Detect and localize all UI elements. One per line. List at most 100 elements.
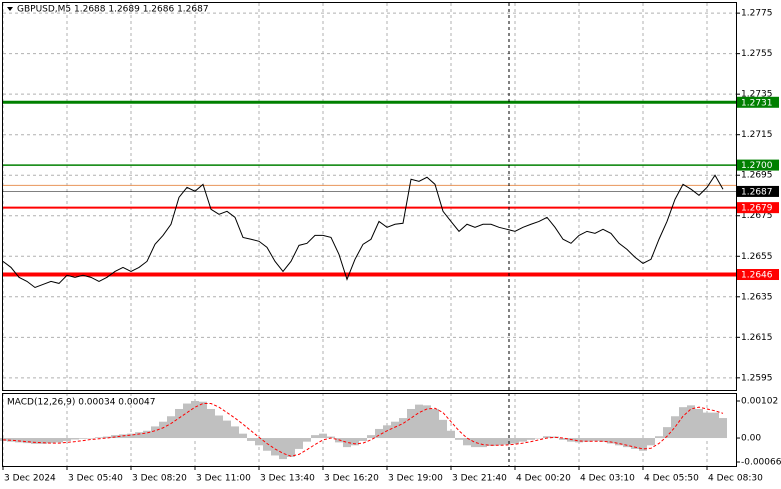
x-tick-label: 3 Dec 11:00 [196,474,251,484]
histogram-bar [559,438,567,440]
histogram-bar [263,438,271,451]
histogram-bar [471,438,479,448]
histogram-bar [687,405,695,439]
histogram-bar [455,438,463,440]
histogram-bar [215,415,223,439]
histogram-bar [591,438,599,441]
level-label-box [737,202,779,214]
histogram-bar [295,438,303,449]
histogram-bar [343,438,351,448]
histogram-bar [647,438,655,446]
histogram-bar [351,438,359,446]
price-frame [2,2,737,391]
y-tick-label: 1.2595 [741,373,773,383]
histogram-bar [191,400,199,439]
y-tick-label: 1.2715 [741,130,773,140]
plot-layer [0,3,737,466]
histogram-bar [103,436,111,439]
histogram-bar [423,405,431,439]
histogram-bar [167,416,175,439]
histogram-bar [127,433,135,439]
histogram-bar [383,425,391,439]
histogram-bar [463,438,471,446]
histogram-bar [199,401,207,439]
histogram-bar [311,435,319,439]
y-tick-label: 1.2675 [741,211,773,221]
y-tick-label: 1.2635 [741,292,773,302]
histogram-bar [631,438,639,449]
level-label: 1.2687 [741,187,773,197]
level-label: 1.2731 [741,98,773,108]
histogram-bar [95,437,103,439]
histogram-bar [711,412,719,439]
histogram-bar [575,438,583,443]
histogram-bar [655,436,663,439]
histogram-bar [495,438,503,446]
histogram-bar [503,438,511,445]
histogram-bar [183,403,191,439]
macd-frame [2,393,737,467]
histogram-bar [207,408,215,439]
histogram-bar [671,416,679,439]
y-tick-label: 0.00 [741,434,761,444]
histogram-bar [239,433,247,439]
histogram-bar [639,438,647,451]
histogram-bar [623,438,631,448]
histogram-bar [359,438,367,441]
histogram-bar [175,408,183,439]
histogram-bar [31,438,39,444]
histogram-bar [415,404,423,439]
histogram-bar [407,408,415,439]
histogram-bar [159,421,167,439]
histogram-bar [535,438,543,439]
level-label: 1.2646 [741,271,773,281]
histogram-bar [231,426,239,439]
x-tick-label: 3 Dec 16:20 [324,474,379,484]
x-tick-label: 3 Dec 05:40 [68,474,123,484]
histogram-bar [375,428,383,439]
histogram-bar [79,438,87,439]
x-tick-label: 3 Dec 2024 [4,474,56,484]
histogram-bar [527,438,535,440]
x-tick-label: 4 Dec 05:50 [644,474,699,484]
histogram-bar [479,438,487,448]
level-label-box [737,185,779,197]
x-tick-label: 4 Dec 00:20 [516,474,571,484]
histogram-bar [15,438,23,443]
histogram-bar [543,436,551,439]
histogram-bar [447,430,455,439]
histogram-bar [599,438,607,442]
chart-title: GBPUSD,M5 1.2688 1.2689 1.2686 1.2687 [17,5,209,15]
histogram-bar [679,407,687,439]
y-tick-label: 1.2695 [741,171,773,181]
histogram-bar [399,418,407,439]
y-tick-label: -0.00066 [741,458,781,468]
y-tick-label: 1.2775 [741,9,773,19]
histogram-bar [255,438,263,446]
level-label: 1.2679 [741,204,773,214]
histogram-bar [439,419,447,439]
menu-arrow [7,7,13,11]
y-tick-label: 1.2755 [741,49,773,59]
x-tick-label: 3 Dec 13:40 [260,474,315,484]
x-tick-label: 3 Dec 19:00 [388,474,443,484]
level-label-box [737,269,779,281]
x-tick-label: 3 Dec 21:40 [452,474,507,484]
macd-title: MACD(12,26,9) 0.00034 0.00047 [7,398,156,408]
histogram-bar [23,438,31,444]
histogram-bar [151,426,159,439]
signal-line [2,403,724,457]
histogram-bar [63,438,71,441]
histogram-bar [319,433,327,439]
histogram-bar [703,412,711,439]
level-label-box [737,96,779,108]
histogram-bar [55,438,63,443]
histogram-bar [487,438,495,447]
histogram-bar [247,438,255,441]
histogram-bar [223,420,231,439]
y-tick-label: 0.00102 [741,396,778,406]
histogram-bar [271,438,279,456]
histogram-bar [135,432,143,439]
histogram-bar [719,418,727,439]
